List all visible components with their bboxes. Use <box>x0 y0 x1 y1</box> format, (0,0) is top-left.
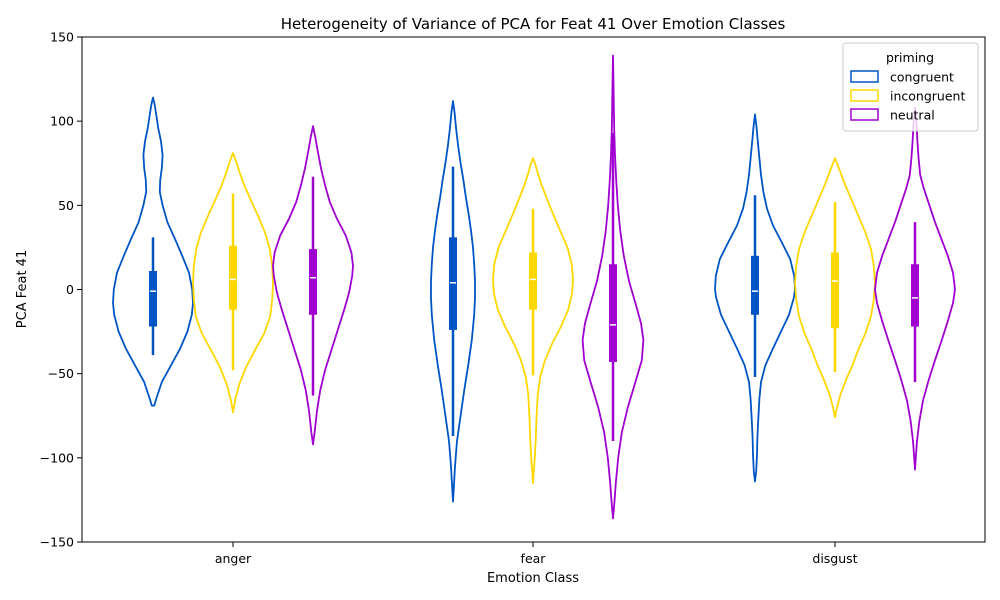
violin-outline-anger <box>192 152 274 414</box>
series-congruent <box>112 96 796 503</box>
y-tick-label: 150 <box>50 30 74 45</box>
x-axis-label: Emotion Class <box>487 571 579 586</box>
chart-title: Heterogeneity of Variance of PCA for Fea… <box>281 15 786 33</box>
violin-outline-anger <box>272 125 354 446</box>
legend-items: congruent incongruent neutral <box>850 70 965 123</box>
y-axis: −150 −100 −50 0 50 100 150 <box>40 30 82 550</box>
violin-iqr-box-disgust <box>911 264 919 327</box>
x-tick-label: disgust <box>812 551 857 566</box>
y-tick-label: −100 <box>40 450 74 465</box>
y-tick-label: 0 <box>66 282 74 297</box>
legend-swatch-neutral <box>850 108 879 121</box>
violin-outline-fear <box>492 157 574 484</box>
y-tick-label: −50 <box>48 366 74 381</box>
y-tick-label: 50 <box>58 198 74 213</box>
violin-iqr-box-disgust <box>751 255 759 315</box>
violin-outline-anger <box>112 96 194 407</box>
legend-label-neutral: neutral <box>890 108 935 123</box>
series-incongruent <box>192 152 876 484</box>
legend-title: priming <box>886 50 934 65</box>
violin-iqr-box-fear <box>609 264 617 362</box>
legend-label-incongruent: incongruent <box>890 89 965 104</box>
violin-iqr-box-anger <box>229 245 237 310</box>
legend-label-congruent: congruent <box>890 70 954 85</box>
violin-outline-fear <box>430 100 476 503</box>
x-axis: anger fear disgust <box>215 542 858 566</box>
y-tick-label: −150 <box>40 535 74 550</box>
legend-swatch-incongruent <box>850 89 879 102</box>
violin-iqr-box-fear <box>449 237 457 330</box>
violin-outline-disgust <box>714 113 796 483</box>
x-tick-label: fear <box>521 551 547 566</box>
violin-outline-fear <box>581 54 645 520</box>
violin-iqr-box-fear <box>529 252 537 310</box>
y-axis-label: PCA Feat 41 <box>15 250 30 328</box>
y-tick-label: 100 <box>50 114 74 129</box>
x-tick-label: anger <box>215 551 252 566</box>
legend-swatch-congruent <box>850 70 879 83</box>
violin-iqr-box-anger <box>149 270 157 327</box>
legend: priming congruent incongruent neutral <box>842 42 979 132</box>
violin-iqr-box-disgust <box>831 252 839 329</box>
plot-area <box>112 54 956 520</box>
violin-outline-disgust <box>794 157 876 419</box>
violin-iqr-box-anger <box>309 249 317 315</box>
